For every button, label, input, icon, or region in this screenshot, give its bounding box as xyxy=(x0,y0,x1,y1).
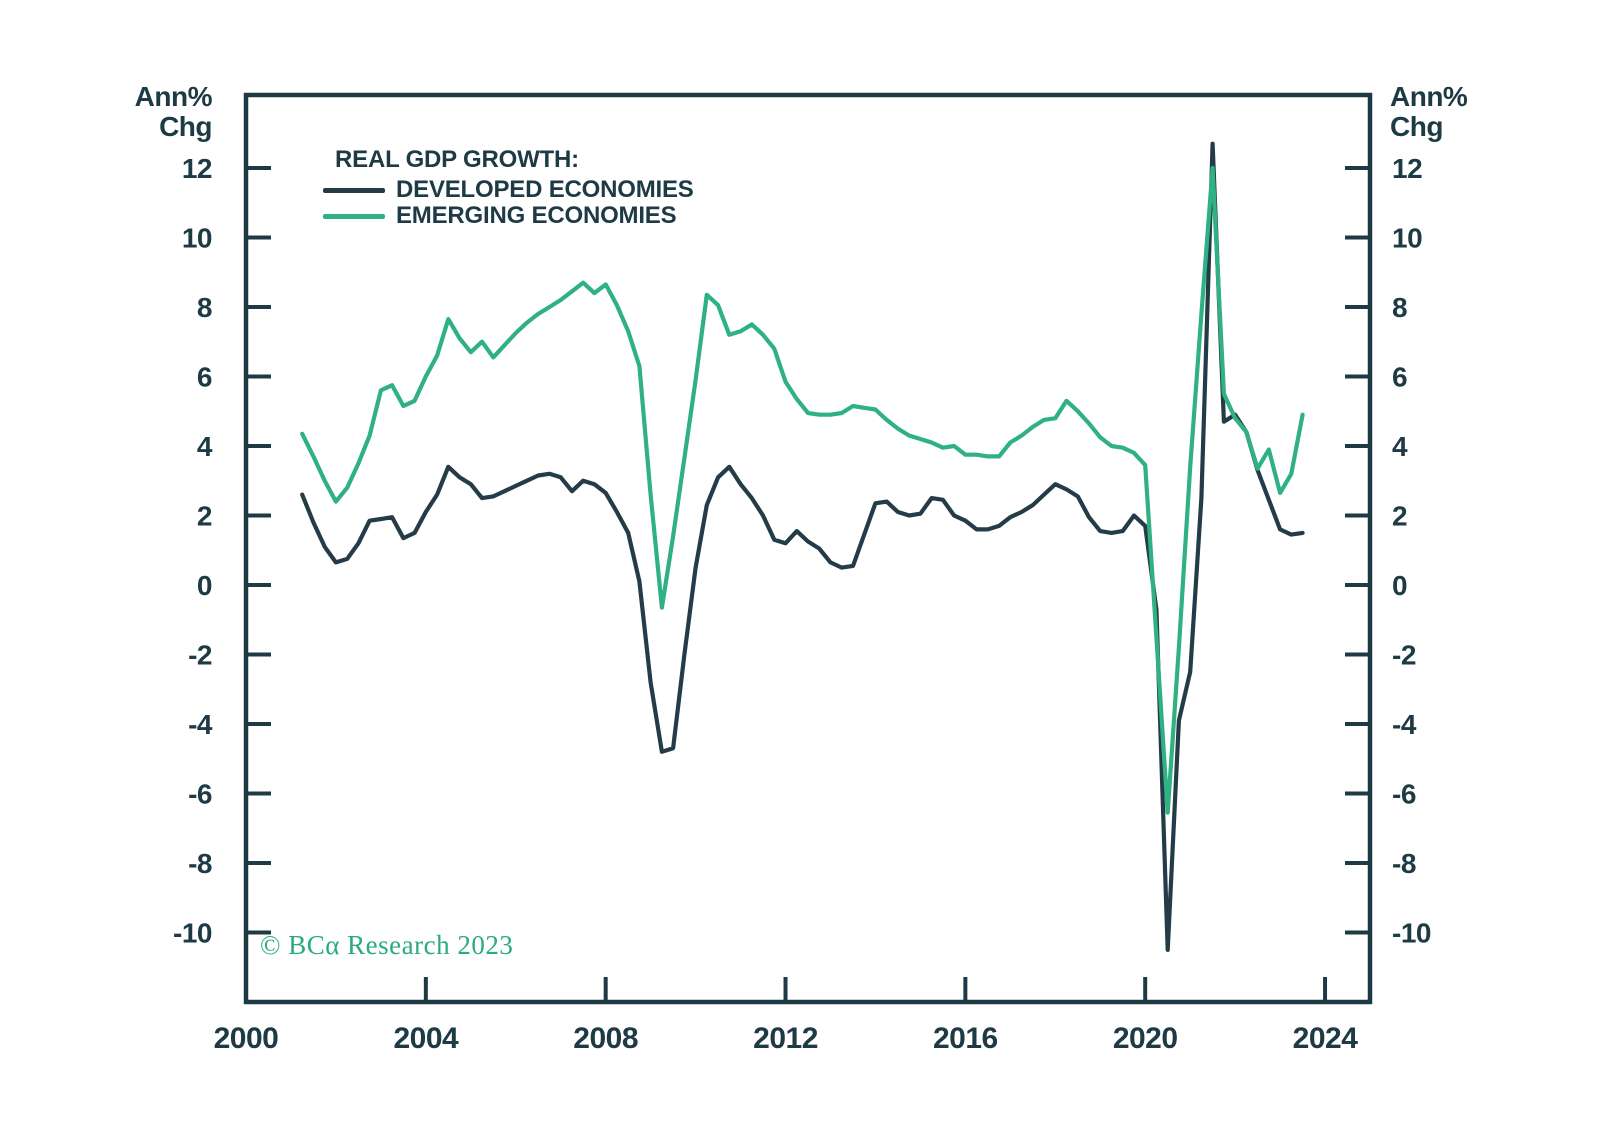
y-tick-label-right: 12 xyxy=(1392,153,1422,184)
y-tick-label-right: -10 xyxy=(1392,917,1431,948)
x-tick-label: 2024 xyxy=(1293,1022,1359,1055)
y-tick-label-left: 10 xyxy=(182,222,212,253)
plot-border xyxy=(243,92,1373,1005)
y-tick-label-right: 4 xyxy=(1392,431,1408,462)
y-tick-label-right: -2 xyxy=(1392,639,1416,670)
y-axis-unit-left-line2: Chg xyxy=(159,111,212,142)
x-tick-label: 2004 xyxy=(393,1022,459,1055)
copyright-text: © BCα Research 2023 xyxy=(260,930,514,960)
y-tick-label-left: 4 xyxy=(197,431,213,462)
y-tick-label-left: -6 xyxy=(188,778,212,809)
legend-item-emerging: EMERGING ECONOMIES xyxy=(323,202,694,229)
copyright-notice: © BCα Research 2023 xyxy=(260,930,513,961)
x-tick-label: 2000 xyxy=(214,1022,279,1055)
y-tick-label-left: -4 xyxy=(188,709,213,740)
y-axis-unit-right-line2: Chg xyxy=(1390,111,1443,142)
series-line-emerging-economies xyxy=(300,165,1305,815)
y-tick-label-right: 6 xyxy=(1392,361,1407,392)
y-tick-label-left: 6 xyxy=(197,361,212,392)
y-tick-label-right: -8 xyxy=(1392,848,1416,879)
y-tick-label-left: 0 xyxy=(197,570,212,601)
y-tick-label-right: 2 xyxy=(1392,500,1407,531)
legend-label-developed: DEVELOPED ECONOMIES xyxy=(396,176,694,203)
series-line-developed-economies xyxy=(300,141,1305,953)
y-axis-unit-left-line1: Ann% xyxy=(134,81,213,112)
y-axis-unit-right: Ann% Chg xyxy=(1390,81,1468,142)
y-tick-label-left: 12 xyxy=(182,153,212,184)
chart-legend: REAL GDP GROWTH: DEVELOPED ECONOMIES EME… xyxy=(323,146,694,229)
y-tick-label-right: -6 xyxy=(1392,778,1416,809)
y-tick-label-left: -2 xyxy=(188,639,212,670)
developed-line-swatch xyxy=(323,187,385,193)
x-tick-label: 2008 xyxy=(573,1022,638,1055)
x-tick-label: 2020 xyxy=(1113,1022,1178,1055)
emerging-line-swatch xyxy=(323,213,385,219)
x-tick-label: 2012 xyxy=(753,1022,818,1055)
y-tick-label-right: -4 xyxy=(1392,709,1417,740)
legend-label-emerging: EMERGING ECONOMIES xyxy=(396,202,677,229)
y-tick-label-right: 8 xyxy=(1392,292,1407,323)
y-axis-unit-left: Ann% Chg xyxy=(88,81,213,142)
y-tick-label-right: 0 xyxy=(1392,570,1407,601)
legend-item-developed: DEVELOPED ECONOMIES xyxy=(323,176,694,203)
y-axis-unit-right-line1: Ann% xyxy=(1390,81,1468,112)
chart-title: REAL GDP GROWTH: xyxy=(335,146,579,173)
y-tick-label-left: 2 xyxy=(197,500,212,531)
y-tick-label-left: -10 xyxy=(173,917,212,948)
y-tick-label-right: 10 xyxy=(1392,222,1422,253)
x-tick-label: 2016 xyxy=(933,1022,998,1055)
y-tick-label-left: 8 xyxy=(197,292,212,323)
y-tick-label-left: -8 xyxy=(188,848,212,879)
